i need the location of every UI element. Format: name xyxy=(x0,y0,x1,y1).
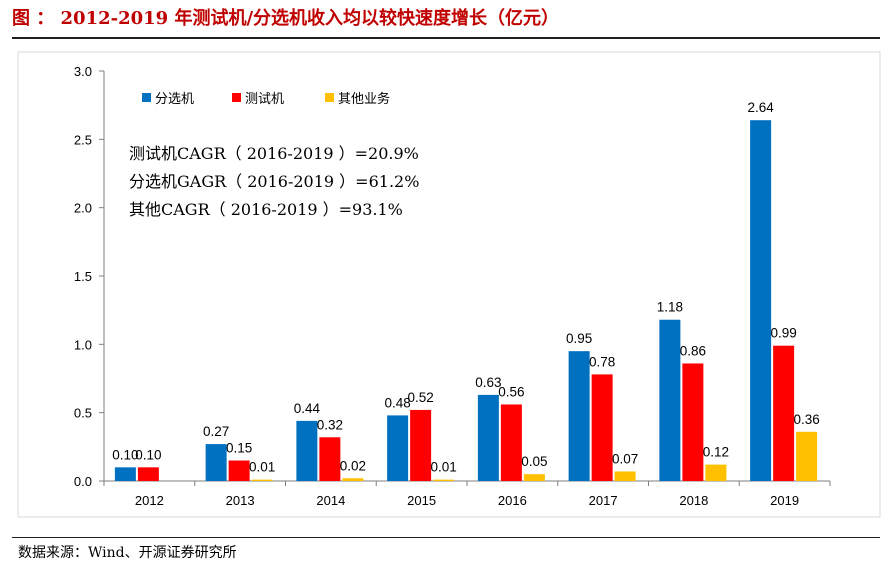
bar xyxy=(228,460,250,481)
data-labels: 0.10 0.27 0.44 0.48 0.63 0.95 1.18 2.64 0.10 0.15… xyxy=(112,100,820,474)
y-tick-label: 1.5 xyxy=(74,269,92,284)
y-axis: 0.0 0.5 1.0 1.5 2.0 2.5 3.0 xyxy=(74,64,105,489)
y-tick-label: 0.5 xyxy=(74,406,92,421)
bars xyxy=(114,120,818,481)
data-label: 0.27 xyxy=(203,424,229,439)
x-tick-label: 2019 xyxy=(770,493,799,508)
data-label: 0.99 xyxy=(770,326,796,341)
legend-swatch xyxy=(142,93,151,102)
x-tick-label: 2013 xyxy=(226,493,255,508)
data-label: 0.12 xyxy=(703,445,729,460)
cagr-annotation: 分选机GAGR（ 2016-2019 ）=61.2% xyxy=(129,172,419,191)
data-label: 0.01 xyxy=(249,460,275,475)
bar xyxy=(342,478,364,481)
bar xyxy=(137,467,159,481)
legend-label: 测试机 xyxy=(245,92,284,107)
bar xyxy=(682,363,704,481)
bar xyxy=(523,474,545,481)
data-label: 0.10 xyxy=(135,447,161,462)
bar xyxy=(205,444,227,481)
data-label: 0.07 xyxy=(612,451,638,466)
bar xyxy=(114,467,136,481)
title-rule xyxy=(12,37,880,39)
bar xyxy=(750,120,772,481)
bar xyxy=(387,415,409,481)
data-label: 0.32 xyxy=(317,417,343,432)
data-label: 0.36 xyxy=(793,412,819,427)
cagr-annotations: 测试机CAGR（ 2016-2019 ）=20.9% 分选机GAGR（ 2016-… xyxy=(129,144,419,219)
bar xyxy=(773,345,795,481)
x-tick-label: 2017 xyxy=(589,493,618,508)
data-label: 0.48 xyxy=(384,395,410,410)
data-label: 0.95 xyxy=(566,331,592,346)
bar xyxy=(251,479,273,481)
y-tick-label: 0.0 xyxy=(74,474,92,489)
legend-label: 分选机 xyxy=(155,92,194,107)
legend-swatch xyxy=(232,93,241,102)
data-label: 0.56 xyxy=(498,384,524,399)
bar xyxy=(410,409,432,481)
legend: 分选机 测试机 其他业务 xyxy=(142,91,390,107)
bar xyxy=(477,394,499,481)
bar xyxy=(591,374,613,481)
figure-title: 图 ： 2012-2019 年测试机/分选机收入均以较快速度增长（亿元） xyxy=(12,8,560,29)
legend-label: 其他业务 xyxy=(338,91,390,107)
data-label: 1.18 xyxy=(657,300,683,315)
plot-frame xyxy=(17,51,881,518)
y-tick-label: 3.0 xyxy=(74,64,92,79)
data-label: 0.02 xyxy=(340,458,366,473)
x-tick-label: 2018 xyxy=(679,493,708,508)
x-axis: 2012 2013 2014 2015 2016 2017 2018 2019 xyxy=(103,480,831,508)
data-label: 0.10 xyxy=(112,447,138,462)
data-label: 0.44 xyxy=(294,401,321,416)
data-label: 0.05 xyxy=(521,454,547,469)
y-tick-label: 2.5 xyxy=(74,132,92,147)
y-tick-label: 1.0 xyxy=(74,337,92,352)
data-label: 0.86 xyxy=(680,343,706,358)
x-tick-label: 2016 xyxy=(498,493,527,508)
data-label: 0.15 xyxy=(226,441,252,456)
data-label: 2.64 xyxy=(747,100,774,115)
bar xyxy=(614,471,636,481)
data-label: 0.78 xyxy=(589,354,615,369)
bar xyxy=(705,464,727,481)
y-tick-label: 2.0 xyxy=(74,201,92,216)
data-label: 0.01 xyxy=(430,460,456,475)
bar xyxy=(296,420,318,481)
source-note: 数据来源：Wind、开源证券研究所 xyxy=(18,545,237,561)
data-label: 0.63 xyxy=(475,375,501,390)
cagr-annotation: 测试机CAGR（ 2016-2019 ）=20.9% xyxy=(129,144,419,163)
chart-border xyxy=(17,51,881,518)
x-tick-label: 2015 xyxy=(407,493,436,508)
bar xyxy=(433,479,455,481)
x-tick-label: 2012 xyxy=(135,493,164,508)
bar xyxy=(568,351,590,481)
bar xyxy=(500,404,522,481)
bar xyxy=(319,437,341,481)
legend-swatch xyxy=(325,93,334,102)
x-tick-label: 2014 xyxy=(316,493,345,508)
bar xyxy=(659,319,681,481)
footer-rule xyxy=(12,537,880,538)
bar xyxy=(796,431,818,481)
cagr-annotation: 其他CAGR（ 2016-2019 ）=93.1% xyxy=(129,200,403,219)
data-label: 0.52 xyxy=(407,390,433,405)
